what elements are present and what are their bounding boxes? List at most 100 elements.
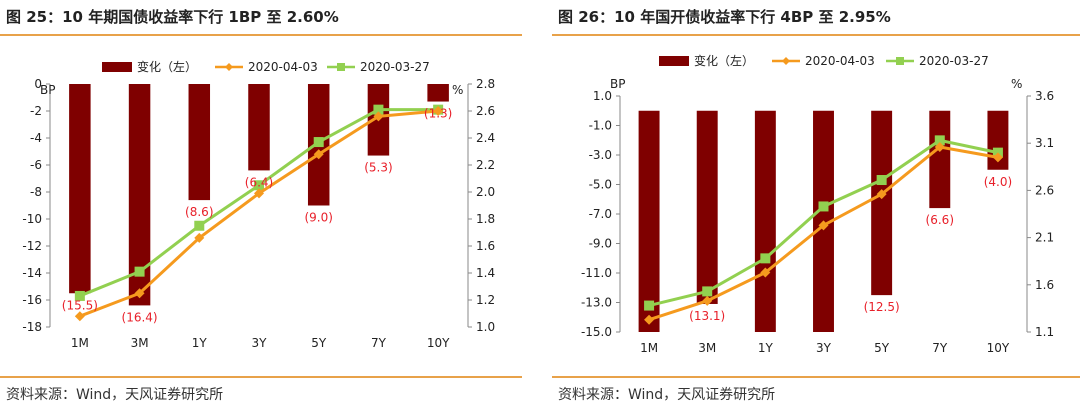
bar-5Y: [871, 110, 893, 296]
right-tick-label: 1.6: [476, 239, 495, 253]
left-tick-label: -18: [22, 320, 42, 334]
x-tick-label: 3M: [698, 341, 716, 355]
bar-1Y: [188, 84, 211, 201]
point-b-1Y: [760, 253, 771, 264]
point-a-10Y: [992, 152, 1003, 163]
bar-value-label: (6.6): [926, 213, 954, 227]
bar-10Y: [427, 84, 449, 102]
point-a-1Y: [760, 267, 771, 278]
chart-title: 图 25：10 年期国债收益率下行 1BP 至 2.60%: [6, 8, 339, 26]
bar-1M: [638, 110, 660, 332]
top-rule: [552, 34, 1080, 36]
legend-marker-b: [896, 57, 904, 65]
point-a-1Y: [194, 232, 205, 243]
right-tick-label: 1.2: [476, 293, 495, 307]
legend-swatch-bar: [102, 62, 132, 72]
point-a-5Y: [313, 149, 324, 160]
left-tick-label: -2: [30, 104, 42, 118]
legend-marker-b: [337, 63, 345, 71]
x-tick-label: 1Y: [192, 336, 208, 350]
top-rule: [0, 34, 522, 36]
left-tick-label: -10: [22, 212, 42, 226]
right-tick-label: 1.4: [476, 266, 495, 280]
legend-label-bar: 变化（左）: [137, 59, 197, 74]
chart-panel-left: 图 25：10 年期国债收益率下行 1BP 至 2.60% 变化（左） 2020-…: [0, 0, 522, 418]
bar-7Y: [929, 110, 951, 209]
bar-1M: [69, 84, 91, 294]
left-tick-label: -11.0: [581, 266, 612, 280]
chart-title: 图 26：10 年国开债收益率下行 4BP 至 2.95%: [558, 8, 891, 26]
right-tick-label: 2.4: [476, 131, 495, 145]
right-tick-label: 2.1: [1035, 231, 1054, 245]
point-b-7Y: [934, 135, 945, 146]
left-axis-unit: BP: [610, 77, 625, 91]
bar-value-label: (15.5): [62, 298, 98, 312]
left-tick-label: -14: [22, 266, 42, 280]
x-tick-label: 3M: [131, 336, 149, 350]
right-tick-label: 1.0: [476, 320, 495, 334]
right-axis-unit: %: [1011, 77, 1022, 91]
left-tick-label: -6: [30, 158, 42, 172]
x-tick-label: 10Y: [987, 341, 1010, 355]
point-b-1M: [644, 300, 655, 311]
bar-value-label: (4.0): [984, 175, 1012, 189]
right-tick-label: 1.8: [476, 212, 495, 226]
right-tick-label: 2.2: [476, 158, 495, 172]
point-a-5Y: [876, 189, 887, 200]
left-tick-label: -5.0: [589, 178, 612, 192]
left-tick-label: -15.0: [581, 325, 612, 339]
legend-label-b: 2020-03-27: [919, 54, 989, 68]
right-tick-label: 2.8: [476, 77, 495, 91]
left-tick-label: -12: [22, 239, 42, 253]
left-axis-unit: BP: [40, 83, 55, 97]
x-tick-label: 7Y: [932, 341, 948, 355]
right-tick-label: 3.6: [1035, 89, 1054, 103]
point-a-10Y: [433, 106, 444, 116]
point-b-3M: [134, 266, 145, 277]
left-tick-label: -4: [30, 131, 42, 145]
point-a-3M: [134, 288, 145, 299]
point-b-5Y: [313, 137, 324, 148]
bar-value-label: (1.3): [424, 107, 452, 121]
bottom-rule: [552, 376, 1080, 378]
point-a-1M: [74, 311, 85, 322]
legend-swatch-bar: [659, 56, 689, 66]
bar-value-label: (9.0): [304, 211, 332, 225]
left-tick-label: -7.0: [589, 207, 612, 221]
x-tick-label: 7Y: [371, 336, 387, 350]
combo-chart: 变化（左） 2020-04-03 2020-03-27 1.0 -1.0 -3.0 -5.0…: [581, 53, 1054, 355]
point-a-7Y: [934, 141, 945, 152]
bar-value-label: (13.1): [689, 309, 725, 323]
legend-label-bar: 变化（左）: [694, 53, 754, 68]
point-a-7Y: [373, 111, 384, 122]
legend-label-a: 2020-04-03: [805, 54, 875, 68]
point-a-1M: [644, 314, 655, 325]
combo-chart: 变化（左） 2020-04-03 2020-03-27 0 -2 -4 -6 -8 -10 -12…: [22, 59, 495, 350]
left-tick-label: -1.0: [589, 119, 612, 133]
bar-3M: [128, 84, 151, 306]
right-axis-unit: %: [452, 83, 463, 97]
right-tick-label: 2.0: [476, 185, 495, 199]
bar-3M: [696, 110, 718, 304]
x-tick-label: 10Y: [427, 336, 450, 350]
point-b-3Y: [254, 180, 264, 191]
x-tick-label: 3Y: [816, 341, 832, 355]
point-b-3Y: [818, 201, 829, 212]
right-tick-label: 3.1: [1035, 136, 1054, 150]
left-tick-label: -3.0: [589, 148, 612, 162]
left-tick-label: 1.0: [593, 89, 612, 103]
point-b-1M: [74, 290, 85, 301]
legend-label-b: 2020-03-27: [360, 60, 430, 74]
left-tick-label: -16: [22, 293, 42, 307]
x-tick-label: 1M: [71, 336, 89, 350]
chart-panel-right: 图 26：10 年国开债收益率下行 4BP 至 2.95% 变化（左） 2020-…: [552, 0, 1080, 418]
point-b-1Y: [194, 220, 205, 231]
point-b-5Y: [876, 175, 887, 186]
right-tick-label: 1.6: [1035, 278, 1054, 292]
legend-marker-a: [782, 57, 790, 65]
source-note: 资料来源：Wind，天风证券研究所: [6, 387, 224, 403]
right-tick-label: 1.1: [1035, 325, 1054, 339]
bar-value-label: (8.6): [185, 205, 213, 219]
left-tick-label: 0: [34, 77, 42, 91]
legend-label-a: 2020-04-03: [248, 60, 318, 74]
